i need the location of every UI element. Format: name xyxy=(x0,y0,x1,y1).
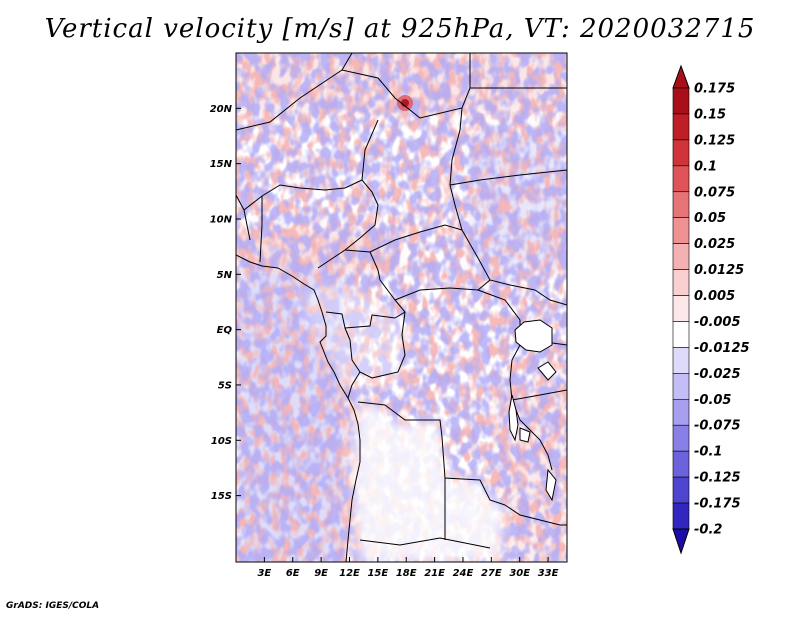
colorbar-swatch xyxy=(672,243,690,270)
colorbar-swatch xyxy=(672,347,690,374)
colorbar-label: 0.025 xyxy=(694,237,735,252)
colorbar-label: -0.125 xyxy=(694,471,741,486)
map-title: Vertical velocity [m/s] at 925hPa, VT: 2… xyxy=(44,14,756,44)
colorbar-swatch xyxy=(672,398,690,426)
colorbar-swatch xyxy=(672,113,690,141)
colorbar-max-arrow xyxy=(672,64,690,89)
lon-tick-label: 9E xyxy=(314,568,328,579)
colorbar-label: 0.05 xyxy=(694,211,726,226)
colorbar-swatch xyxy=(672,502,690,530)
colorbar-label: 0.075 xyxy=(694,185,735,200)
map-frame xyxy=(235,52,568,563)
lat-tick-label: 10N xyxy=(210,214,233,225)
colorbar-swatch xyxy=(672,139,690,167)
colorbar-label: 0.1 xyxy=(694,159,717,174)
lon-tick-label: 27E xyxy=(481,568,502,579)
lat-tick-label: 5N xyxy=(217,270,233,281)
grads-credit: GrADS: IGES/COLA xyxy=(6,601,100,611)
lon-tick-label: 12E xyxy=(339,568,360,579)
lon-tick-label: 3E xyxy=(257,568,271,579)
lat-tick-label: 15S xyxy=(211,491,232,502)
colorbar-swatch xyxy=(672,450,690,478)
lat-tick-label: EQ xyxy=(217,325,233,336)
colorbar-min-arrow xyxy=(672,528,690,555)
colorbar-label: 0.15 xyxy=(694,107,726,122)
colorbar-label: -0.025 xyxy=(694,367,741,382)
colorbar-swatch xyxy=(672,321,690,348)
colorbar-label: 0.005 xyxy=(694,289,735,304)
colorbar-label: 0.0125 xyxy=(694,263,744,278)
lon-tick-label: 6E xyxy=(286,568,300,579)
lat-tick-label: 15N xyxy=(210,159,233,170)
lon-tick-label: 18E xyxy=(396,568,417,579)
lat-tick-label: 20N xyxy=(210,104,233,115)
lon-tick-label: 33E xyxy=(538,568,559,579)
colorbar: 0.175 0.15 0.125 0.1 0.075 0.05 0.025 0.0125 0.0… xyxy=(672,64,750,555)
lon-tick-label: 24E xyxy=(453,568,474,579)
latitude-axis: 20N 15N 10N 5N EQ 5S 10S 15S xyxy=(210,104,241,502)
colorbar-label: -0.2 xyxy=(694,523,722,538)
colorbar-swatch xyxy=(672,476,690,504)
lat-tick-label: 10S xyxy=(211,436,232,447)
colorbar-swatch xyxy=(672,295,690,322)
colorbar-label: -0.175 xyxy=(694,497,741,512)
colorbar-label: -0.075 xyxy=(694,419,741,434)
colorbar-swatch xyxy=(672,87,690,115)
colorbar-label: -0.005 xyxy=(694,315,741,330)
colorbar-swatch xyxy=(672,217,690,244)
velocity-field xyxy=(236,53,567,562)
colorbar-label: 0.125 xyxy=(694,133,735,148)
colorbar-label: -0.1 xyxy=(694,445,722,460)
lat-tick-label: 5S xyxy=(218,380,232,391)
lon-tick-label: 15E xyxy=(367,568,388,579)
colorbar-swatch xyxy=(672,269,690,296)
lon-tick-label: 30E xyxy=(509,568,530,579)
colorbar-label: 0.175 xyxy=(694,82,735,97)
country-borders xyxy=(236,53,567,562)
colorbar-label: -0.05 xyxy=(694,393,731,408)
colorbar-swatch xyxy=(672,165,690,193)
longitude-axis: 3E 6E 9E 12E 15E 18E 21E 24E 27E 30E 33E xyxy=(257,557,559,579)
lakes xyxy=(508,319,557,502)
colorbar-swatch xyxy=(672,424,690,452)
colorbar-label: -0.0125 xyxy=(694,341,750,356)
lon-tick-label: 21E xyxy=(424,568,445,579)
colorbar-swatch xyxy=(672,191,690,219)
colorbar-swatch xyxy=(672,373,690,400)
